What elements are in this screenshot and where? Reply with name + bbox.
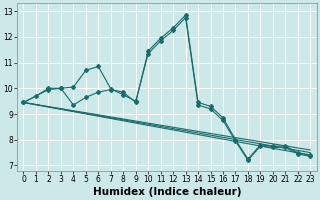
X-axis label: Humidex (Indice chaleur): Humidex (Indice chaleur) [93, 187, 241, 197]
